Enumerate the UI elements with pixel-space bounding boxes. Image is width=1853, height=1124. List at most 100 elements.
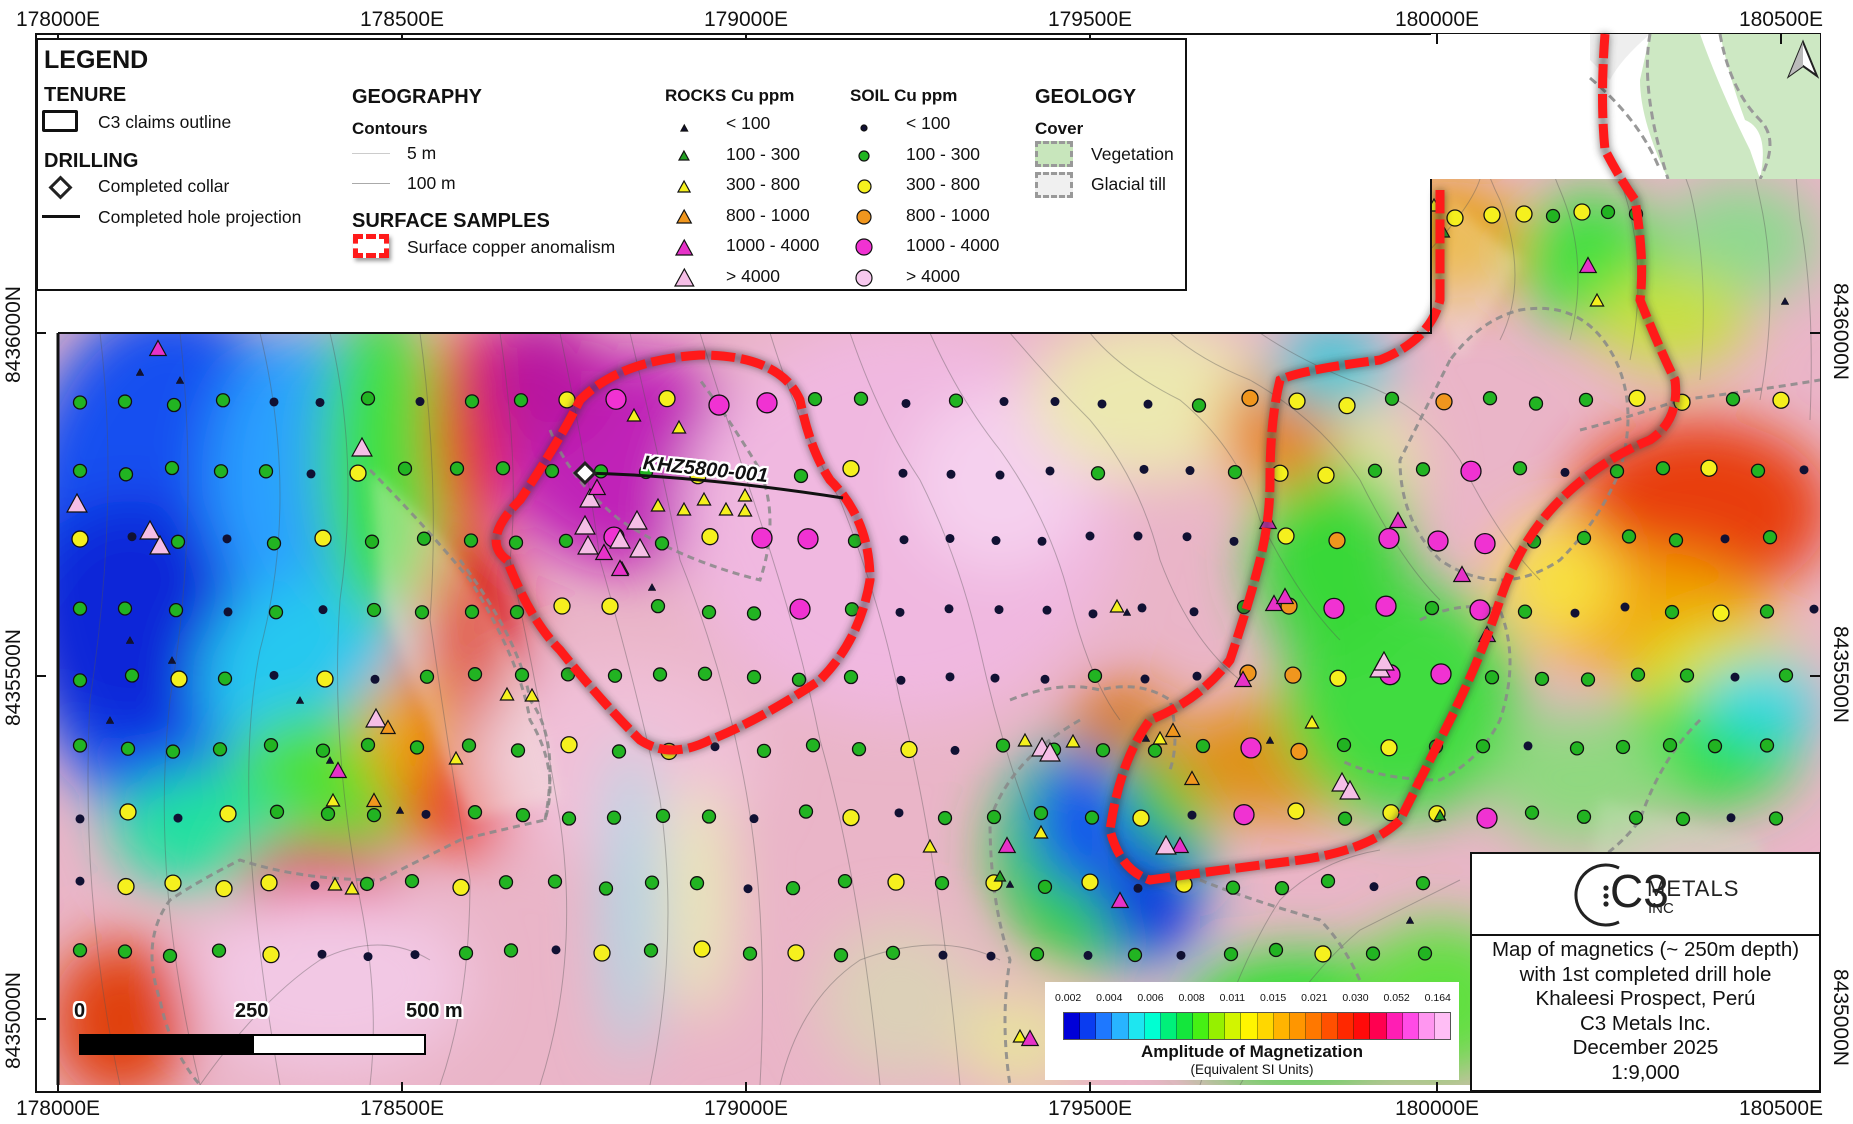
- axis-right-label: 8436000N: [1829, 283, 1852, 380]
- soil-sample-marker: [1427, 530, 1449, 552]
- rock-sample-marker: [574, 514, 596, 535]
- soil-sample-marker: [263, 738, 279, 753]
- rock-sample-marker: [626, 509, 648, 530]
- soil-sample-marker: [791, 672, 807, 687]
- axis-top-label: 180000E: [1394, 8, 1480, 31]
- soil-sample-marker: [797, 528, 819, 550]
- scale-label-500: 500 m: [406, 1000, 463, 1022]
- soil-sample-marker: [173, 813, 183, 823]
- soil-sample-marker: [1132, 809, 1150, 827]
- legend-contour-5m-label: 5 m: [407, 143, 437, 163]
- logo-suffix: INC: [1648, 900, 1674, 917]
- legend-geography-heading: GEOGRAPHY: [352, 86, 483, 108]
- soil-sample-marker: [1029, 946, 1045, 962]
- soil-sample-marker: [1435, 393, 1453, 411]
- soil-sample-marker: [948, 393, 964, 408]
- legend-surface-samples-heading: SURFACE SAMPLES: [352, 210, 550, 232]
- soil-sample-marker: [785, 881, 801, 896]
- soil-sample-marker: [1380, 739, 1398, 757]
- soil-sample-marker: [461, 738, 477, 753]
- soil-sample-marker: [598, 881, 614, 896]
- soil-sample-marker: [1664, 604, 1680, 620]
- axis-bottom-label: 178000E: [15, 1097, 101, 1120]
- soil-sample-marker: [901, 398, 911, 408]
- soil-sample-marker: [119, 803, 137, 821]
- soil-sample-marker: [593, 464, 609, 479]
- soil-sample-marker: [416, 531, 432, 546]
- soil-sample-marker: [655, 808, 671, 824]
- soil-sample-marker: [837, 874, 853, 889]
- soil-sample-marker: [1182, 532, 1192, 542]
- rock-sample-marker: [365, 792, 383, 808]
- soil-sample-marker: [1578, 392, 1594, 407]
- soil-sample-marker: [212, 742, 228, 757]
- soil-sample-marker: [1417, 946, 1433, 961]
- axis-bottom-label: 180500E: [1738, 1097, 1824, 1120]
- soil-sample-marker: [452, 878, 470, 897]
- soil-sample-marker: [1225, 880, 1241, 895]
- soil-sample-marker: [1560, 467, 1570, 477]
- soil-sample-marker: [1475, 739, 1491, 754]
- drill-hole: [572, 460, 844, 500]
- soil-sample-marker: [1700, 459, 1718, 477]
- soil-sample-marker: [1268, 942, 1284, 958]
- hole-projection-line: [584, 471, 844, 500]
- surface-copper-anomaly-outlines: [491, 33, 1681, 886]
- soil-sample-marker: [1460, 460, 1482, 482]
- rocks-triangle-icon: [673, 267, 696, 293]
- soil-sample-marker: [117, 877, 135, 896]
- colorbar-swatch: [1273, 1013, 1290, 1039]
- colorbar-swatch: [1080, 1013, 1097, 1039]
- legend-collar-label: Completed collar: [98, 176, 230, 196]
- soil-sample-marker: [658, 389, 676, 408]
- soil-sample-marker: [1087, 668, 1103, 683]
- soil-sample-marker: [1127, 947, 1143, 963]
- soil-circle-icon: [859, 120, 869, 138]
- soil-sample-marker: [118, 467, 134, 482]
- soil-sample-marker: [117, 601, 133, 616]
- soil-sample-marker: [1147, 743, 1163, 758]
- soil-sample-marker: [1570, 608, 1580, 618]
- colorbar-tick-label: 0.006: [1137, 992, 1164, 1004]
- soil-sample-marker: [1668, 533, 1684, 548]
- soil-sample-marker: [561, 811, 577, 826]
- rock-sample-marker: [594, 543, 614, 561]
- rock-sample-marker: [125, 635, 135, 644]
- soil-sample-marker: [120, 741, 136, 756]
- soil-sample-marker: [746, 606, 762, 621]
- soil-sample-marker: [1037, 879, 1053, 894]
- soil-sample-marker: [605, 388, 627, 410]
- map-title-line: 1:9,000: [1611, 1060, 1680, 1084]
- colorbar-swatch: [1064, 1013, 1081, 1039]
- rock-sample-marker: [1233, 670, 1253, 688]
- rock-sample-marker: [448, 750, 464, 765]
- soil-sample-marker: [117, 394, 133, 409]
- logo-name: METALS: [1647, 876, 1740, 901]
- soil-sample-marker: [1799, 465, 1809, 475]
- rocks-triangle-icon: [675, 208, 693, 230]
- rocks-triangle-icon: [674, 238, 695, 262]
- soil-sample-marker: [689, 876, 705, 891]
- soil-sample-marker: [986, 951, 996, 961]
- soil-sample-marker: [1365, 946, 1381, 961]
- soil-sample-marker: [895, 607, 905, 617]
- colorbar-tick-label: 0.030: [1342, 992, 1369, 1004]
- soil-sample-marker: [217, 671, 233, 686]
- soil-sample-marker: [1772, 391, 1790, 409]
- soil-circle-icon: [857, 149, 871, 168]
- soil-sample-marker: [606, 810, 622, 825]
- soil-sample-marker: [503, 943, 519, 958]
- company-logo: C3 METALS INC: [1472, 854, 1819, 936]
- colorbar-swatch: [1354, 1013, 1371, 1039]
- rock-sample-marker: [609, 528, 631, 549]
- soil-sample-marker: [833, 948, 849, 963]
- contour-5m-swatch: [352, 153, 390, 154]
- rock-sample-marker: [626, 407, 642, 422]
- soil-sample-marker: [643, 943, 659, 958]
- soil-sample-marker: [258, 464, 274, 479]
- axis-right-label: 8435500N: [1829, 626, 1852, 723]
- soil-sample-marker: [1384, 391, 1400, 406]
- colorbar-swatch: [1241, 1013, 1258, 1039]
- soil-sample-marker: [360, 737, 376, 753]
- soil-sample-marker: [421, 809, 431, 819]
